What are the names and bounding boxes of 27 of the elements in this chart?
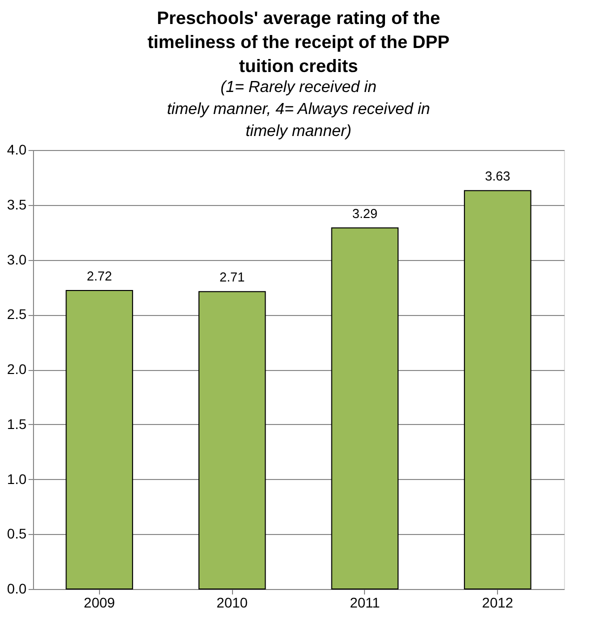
data-label: 2.71 [219,270,245,285]
data-label: 3.63 [484,168,510,184]
y-tick-label: 1.0 [7,470,27,487]
bar [331,227,399,590]
y-tick-label: 2.5 [7,306,27,322]
x-tick-label: 2010 [216,594,248,610]
bar [66,290,134,590]
text: timeliness of the receipt of the DPP [147,32,450,52]
y-tick-label: 0.5 [7,526,27,542]
text: timely manner, 4= Always received in [166,101,430,118]
text: timely manner) [246,123,352,140]
data-label: 2.72 [86,268,112,284]
x-tick-label: 2009 [84,594,116,610]
text: (1= Rarely received in [220,79,377,96]
y-tick-label: 0.0 [7,580,27,596]
y-tick-label: 1.5 [7,416,27,432]
data-label: 3.29 [352,206,378,221]
x-tick-label: 2012 [482,594,514,610]
bar [198,291,266,590]
text: tuition credits [238,56,358,76]
text: Preschools' average rating of the [156,8,440,28]
y-tick-label: 2.0 [7,361,27,377]
bar [464,190,532,590]
y-tick-label: 3.5 [7,196,27,212]
y-tick-label: 4.0 [7,142,27,158]
y-tick-label: 3.0 [7,251,27,268]
x-tick-label: 2011 [350,594,380,610]
